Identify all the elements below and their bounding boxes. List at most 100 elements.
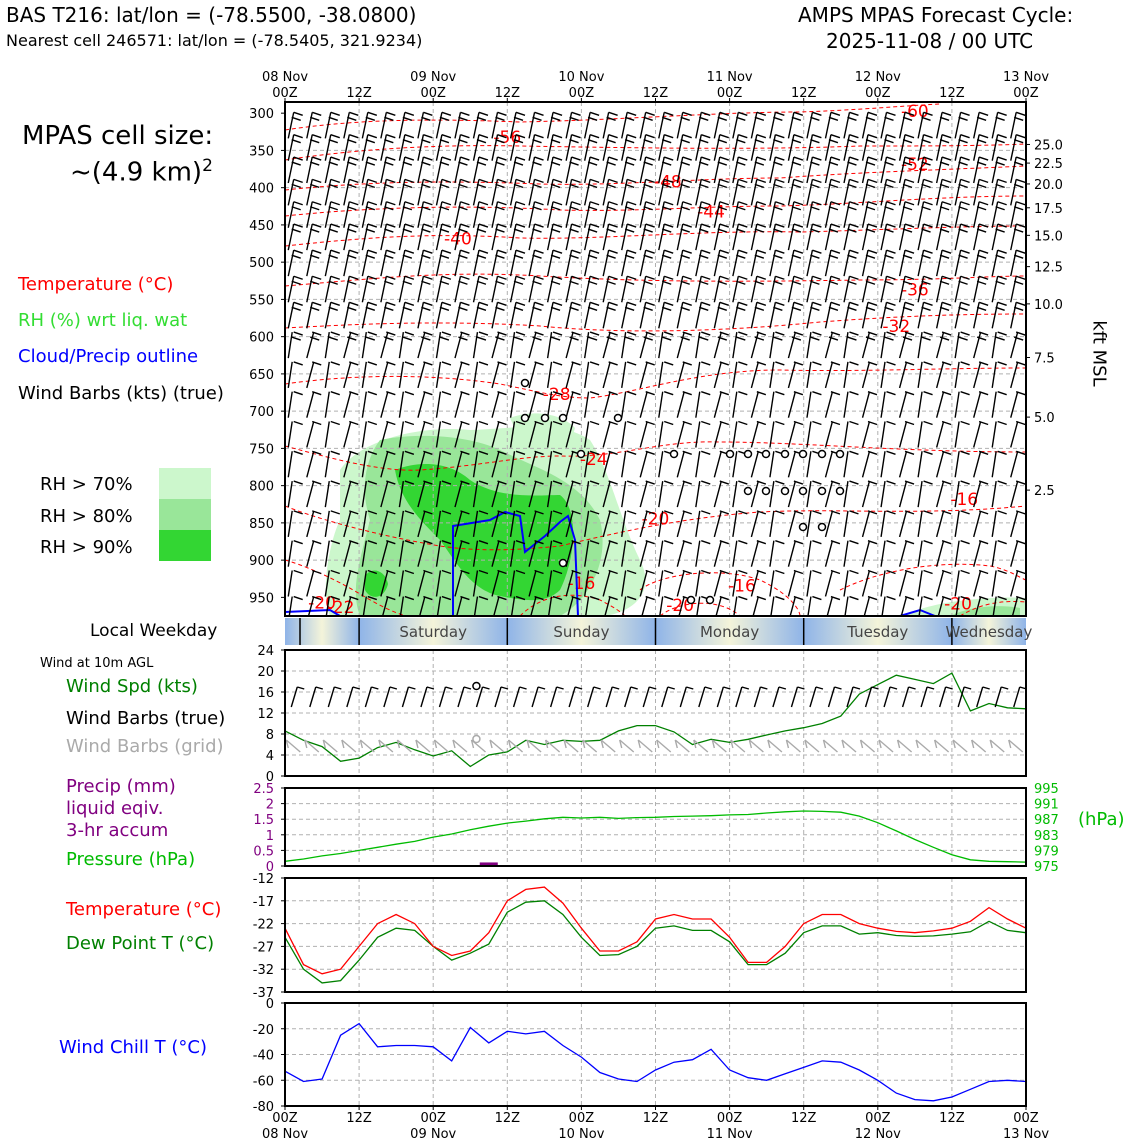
- barb-staff: [602, 223, 610, 251]
- wind-barb-19: [639, 111, 655, 139]
- rh70-swatch: [159, 468, 211, 499]
- sfc-barb-true-flag: [852, 686, 861, 690]
- barb-staff: [955, 596, 960, 616]
- barb-flag: [478, 134, 489, 139]
- barb-flag: [793, 480, 804, 485]
- barb-flag-2: [476, 116, 487, 122]
- barb-staff: [732, 361, 738, 389]
- barb-flag-2: [513, 139, 524, 144]
- barb-staff: [935, 134, 943, 161]
- wind-barb-268: [806, 249, 822, 277]
- barb-staff: [843, 223, 851, 251]
- wind-barb-155: [935, 178, 952, 206]
- barb-staff: [399, 596, 405, 616]
- wind-barb-146: [769, 178, 785, 206]
- barb-flag-2: [754, 161, 765, 166]
- barb-staff: [676, 201, 684, 228]
- wind-barb-103: [713, 156, 730, 184]
- barb-flag: [645, 450, 655, 455]
- barb-flag: [867, 201, 878, 206]
- wind-barb-143: [713, 178, 730, 206]
- barb-flag: [312, 391, 322, 396]
- barb-staff: [361, 201, 369, 228]
- barb-flag: [812, 111, 822, 117]
- cell-size-label: MPAS cell size:: [22, 121, 214, 151]
- bottom-day-1: 09 Nov: [410, 1127, 456, 1140]
- top-day-2: 10 Nov: [558, 70, 604, 85]
- barb-flag-2: [587, 139, 598, 144]
- wind-barb-223: [713, 223, 730, 251]
- barb-flag: [849, 510, 859, 515]
- wind-barb-514: [917, 420, 933, 448]
- sfc-barb-grid-flag: [563, 739, 567, 749]
- barb-flag: [608, 301, 618, 306]
- barb-flag-2: [606, 306, 616, 311]
- barb-staff: [1010, 302, 1017, 329]
- barb-flag: [608, 156, 618, 161]
- wind-barb-72: [880, 134, 896, 161]
- barb-staff: [954, 134, 962, 161]
- wind-barb-363: [343, 331, 359, 359]
- wind-barb-573: [528, 480, 544, 508]
- barb-flag-2: [513, 306, 524, 311]
- legend-rh70: RH > 70%: [40, 474, 133, 495]
- barb-staff: [787, 570, 797, 597]
- barb-flag: [904, 178, 915, 184]
- wind-barb-526: [398, 450, 415, 478]
- barb-staff: [732, 134, 739, 161]
- barb-flag: [849, 391, 859, 396]
- wind-barb-586: [769, 480, 785, 508]
- barb-flag: [923, 480, 933, 485]
- barb-staff: [639, 302, 647, 329]
- barb-flag: [589, 569, 600, 575]
- barb-flag: [997, 595, 1007, 601]
- sfc-barb-grid-flag: [304, 739, 308, 749]
- barb-staff: [546, 540, 553, 567]
- barb-flag: [978, 450, 989, 455]
- sfc-barb-grid-flag: [322, 739, 326, 749]
- wind-barb-372: [509, 331, 526, 359]
- barb-flag: [534, 420, 544, 426]
- wind-barb-184: [732, 201, 748, 228]
- barb-flag-2: [865, 161, 876, 166]
- barb-staff: [658, 510, 664, 537]
- barb-staff: [362, 596, 367, 616]
- barb-staff: [1011, 596, 1019, 616]
- barb-staff: [695, 391, 701, 418]
- barb-flag: [441, 178, 452, 184]
- barb-flag: [478, 569, 489, 575]
- barb-flag: [812, 301, 822, 306]
- kft-tick-9: 2.5: [1034, 484, 1055, 499]
- barb-staff: [325, 596, 330, 616]
- barb-flag-2: [421, 116, 431, 122]
- barb-staff: [806, 179, 814, 206]
- barb-staff: [509, 201, 517, 228]
- wind-barb-433: [898, 361, 915, 389]
- barb-flag: [960, 420, 970, 426]
- barb-staff: [306, 201, 313, 228]
- wind-barb-451: [491, 391, 507, 418]
- barb-staff: [528, 570, 537, 597]
- wind-barb-475: [935, 391, 952, 418]
- barb-flag: [775, 361, 785, 366]
- wind-barb-484: [361, 420, 378, 448]
- wind-barb-226: [769, 223, 785, 251]
- barb-flag-2: [643, 280, 653, 285]
- wind-barb-255: [565, 249, 581, 277]
- wind-barb-162: [324, 201, 340, 228]
- wind-barb-708: [806, 569, 822, 597]
- barb-flag: [719, 111, 730, 117]
- wind-barb-331: [491, 301, 507, 329]
- barb-flag-2: [495, 254, 505, 259]
- sfc-barb-true-flag: [834, 686, 842, 690]
- barb-flag: [849, 249, 859, 254]
- wind-tick-3: 12: [257, 707, 274, 722]
- barb-flag: [1015, 178, 1026, 184]
- wind-barb-438: [991, 361, 1007, 389]
- barb-staff: [769, 451, 775, 478]
- barb-staff: [565, 201, 573, 228]
- sfc-barb-true-flag: [482, 686, 490, 690]
- temp-contour-1: [285, 143, 1026, 161]
- wind-barb-340: [658, 301, 674, 329]
- wind-10m-label: Wind at 10m AGL: [40, 656, 154, 671]
